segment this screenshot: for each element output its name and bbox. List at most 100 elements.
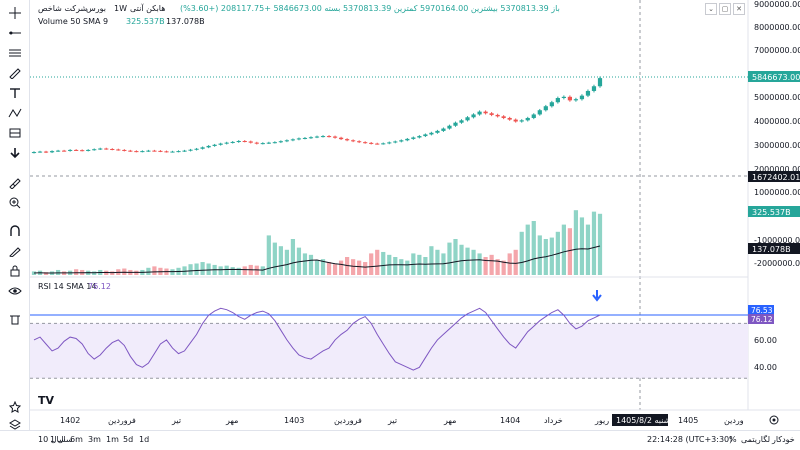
auto-scale-toggle[interactable]: خودکار <box>772 435 795 444</box>
percent-toggle[interactable]: % <box>729 435 737 444</box>
crosshair-icon[interactable] <box>4 4 26 22</box>
candle-body <box>182 150 187 152</box>
range-10y[interactable]: سال 10 <box>38 435 66 444</box>
candle-body <box>230 141 235 143</box>
volume-bar <box>477 253 482 275</box>
candle-body <box>248 141 253 143</box>
candle-body <box>489 113 494 115</box>
time-label: فروردین <box>108 416 136 425</box>
candle-body <box>326 136 332 138</box>
measure-icon[interactable] <box>4 124 26 142</box>
volume-bar <box>399 259 404 275</box>
volume-bar <box>363 262 368 275</box>
trend-line-icon[interactable] <box>4 24 26 42</box>
volume-bar <box>31 271 37 275</box>
volume-bar <box>435 249 440 275</box>
time-label: 1404 <box>500 416 520 425</box>
close-icon[interactable]: ✕ <box>733 3 745 15</box>
range-6m[interactable]: 6m <box>70 435 83 444</box>
log-scale-toggle[interactable]: لگاریتمی <box>741 435 771 444</box>
candle-body <box>134 151 139 153</box>
volume-bar <box>471 249 476 275</box>
symbol-name: شرکت شاخص <box>38 4 88 13</box>
eye-icon[interactable] <box>4 282 26 300</box>
pencil-lock-icon[interactable] <box>4 242 26 260</box>
candle-body <box>212 144 217 146</box>
volume-bar <box>357 260 362 275</box>
star-icon[interactable] <box>4 398 26 416</box>
range-1m[interactable]: 1m <box>106 435 119 444</box>
time-label: 1403 <box>284 416 304 425</box>
lock-icon[interactable] <box>4 262 26 280</box>
symbol-interval[interactable]: 1W <box>114 4 127 13</box>
brush-icon[interactable] <box>4 64 26 82</box>
price-tick: 7000000.00 <box>754 46 800 55</box>
candle-body <box>116 149 121 151</box>
volume-bar <box>170 269 175 275</box>
volume-bar <box>236 267 241 275</box>
volume-indicator-value-2: 137.078B <box>166 17 205 26</box>
volume-bar <box>369 253 374 275</box>
pattern-icon[interactable] <box>4 104 26 122</box>
ruler-icon[interactable] <box>4 174 26 192</box>
maximize-icon[interactable]: ▢ <box>719 3 731 15</box>
price-tick: 4000000.00 <box>754 117 800 126</box>
candle-body <box>290 139 296 141</box>
volume-bar <box>525 224 530 275</box>
volume-badge-1 <box>748 206 800 217</box>
volume-bar <box>561 224 566 275</box>
volume-bar <box>381 251 386 275</box>
volume-indicator-label[interactable]: Volume 50 SMA 9 <box>38 17 108 26</box>
candle-body <box>61 150 67 152</box>
volume-bar <box>272 242 277 275</box>
volume-bar <box>507 253 512 275</box>
range-1d[interactable]: 1d <box>139 435 150 444</box>
candle-body <box>206 145 211 148</box>
time-axis[interactable]: 1402 فروردین تیر مهر 1403 فروردین تیر مه… <box>60 414 744 426</box>
price-tick: 3000000.00 <box>754 141 800 150</box>
time-label: تیر <box>387 416 397 425</box>
range-5d[interactable]: 5d <box>123 435 134 444</box>
chart-canvas[interactable]: شرکت شاخص بورس 1W هابکن آنتی باز 5370813… <box>30 0 800 432</box>
volume-bar <box>567 228 573 275</box>
range-1y[interactable]: سال 1 <box>50 435 73 444</box>
clock: 22:14:28 (UTC+3:30) <box>647 435 733 444</box>
candle-body <box>80 150 85 152</box>
candle-body <box>393 141 398 143</box>
volume-bar <box>489 254 494 275</box>
candle-body <box>471 114 476 118</box>
candle-body <box>567 96 573 101</box>
volume-bar <box>326 262 332 275</box>
tradingview-logo[interactable]: TV <box>38 394 55 407</box>
candle-body <box>272 142 277 144</box>
crosshair-price-badge <box>748 171 800 182</box>
drawing-toolbar <box>0 0 30 430</box>
price-axis[interactable]: 9000000.00 8000000.00 7000000.00 5000000… <box>754 0 800 197</box>
time-label: مهر <box>225 416 238 425</box>
trash-icon[interactable] <box>4 310 26 328</box>
candle-body <box>531 114 536 118</box>
range-3m[interactable]: 3m <box>88 435 101 444</box>
candle-body <box>483 111 488 114</box>
rsi-band <box>30 323 748 379</box>
settings-gear-icon[interactable] <box>769 415 779 425</box>
layers-icon[interactable] <box>4 416 26 434</box>
candle-body <box>351 140 356 142</box>
volume-bar <box>230 267 235 275</box>
text-tool-icon[interactable] <box>4 84 26 102</box>
magnet-icon[interactable] <box>4 222 26 240</box>
candle-body <box>411 137 416 139</box>
zoom-icon[interactable] <box>4 194 26 212</box>
horizontal-lines-icon[interactable] <box>4 44 26 62</box>
candle-body <box>507 117 512 120</box>
candle-body <box>375 143 380 145</box>
candle-body <box>387 142 392 144</box>
chevron-down-icon[interactable]: ⌄ <box>705 3 717 15</box>
volume-badge-1-text: 325.537B <box>752 208 791 217</box>
arrow-down-icon[interactable] <box>4 144 26 162</box>
rsi-indicator-label[interactable]: RSI 14 SMA 14 <box>38 282 96 291</box>
candle-body <box>266 142 271 144</box>
time-label-tail: ریور <box>594 416 609 425</box>
candle-body <box>597 78 603 87</box>
volume-bar <box>393 257 398 275</box>
